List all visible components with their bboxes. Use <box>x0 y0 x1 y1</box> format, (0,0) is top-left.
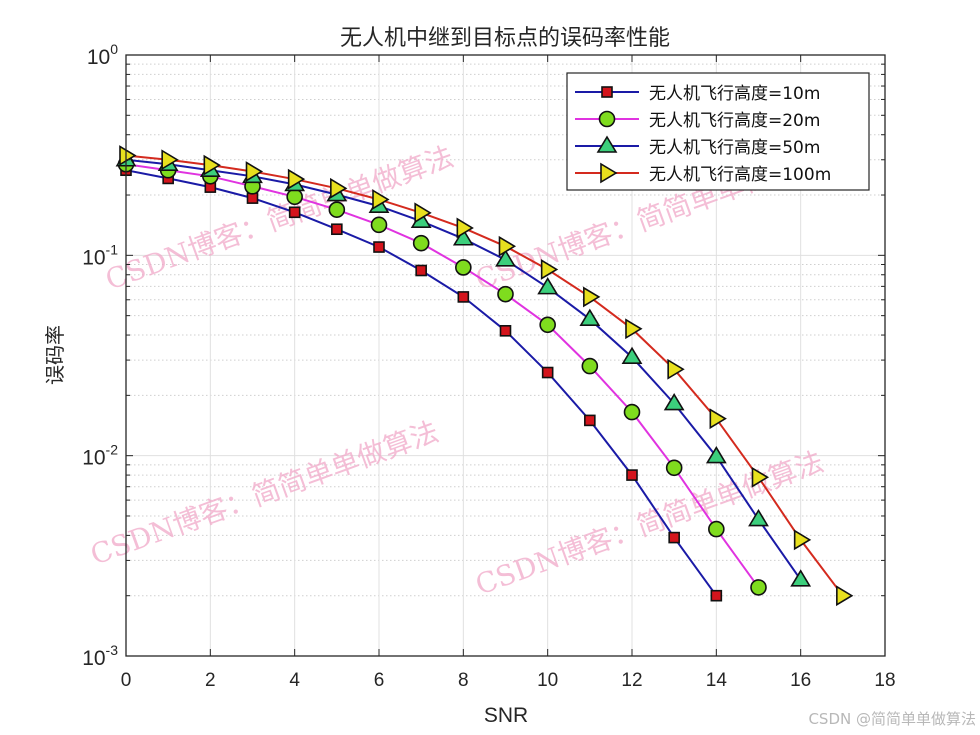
y-tick-label: 10-2 <box>82 442 118 470</box>
triangle-up-marker <box>452 228 474 246</box>
triangle-right-marker <box>203 154 221 176</box>
square-marker <box>415 264 427 277</box>
square-marker <box>584 414 596 427</box>
square-marker <box>288 206 301 219</box>
triangle-right-marker <box>245 161 264 182</box>
circle-marker <box>598 110 616 128</box>
circle-marker <box>539 316 556 334</box>
x-tick-label: 6 <box>374 670 385 691</box>
triangle-right-marker <box>498 235 517 257</box>
square-marker <box>710 589 723 602</box>
series-markers-3 <box>119 145 854 607</box>
x-tick-label: 2 <box>205 670 216 691</box>
circle-marker <box>497 285 514 303</box>
y-tick-label: 10-3 <box>82 642 118 670</box>
x-tick-label: 14 <box>706 670 728 691</box>
series-1 <box>125 163 760 588</box>
legend-label: 无人机飞行高度=100m <box>649 165 831 185</box>
circle-marker <box>665 459 683 477</box>
circle-marker <box>623 403 641 421</box>
square-marker <box>601 86 613 98</box>
square-marker <box>373 241 385 253</box>
triangle-right-marker <box>330 177 348 199</box>
legend-label: 无人机飞行高度=50m <box>649 138 820 158</box>
triangle-right-marker <box>667 358 685 380</box>
series-layer <box>115 145 854 607</box>
triangle-up-marker <box>748 508 769 527</box>
y-tick-label: 10-1 <box>82 241 118 269</box>
triangle-right-marker <box>372 189 390 210</box>
triangle-right-marker <box>456 217 474 239</box>
triangle-right-marker <box>836 585 854 607</box>
x-tick-label: 8 <box>458 670 469 691</box>
circle-marker <box>750 579 767 596</box>
triangle-up-marker <box>495 249 516 267</box>
triangle-up-marker <box>596 135 618 153</box>
y-tick-label: 100 <box>87 41 118 69</box>
circle-marker <box>370 216 388 234</box>
series-3 <box>125 154 844 597</box>
triangle-right-marker <box>161 149 179 171</box>
triangle-up-marker <box>537 277 559 295</box>
square-marker <box>499 325 512 337</box>
circle-marker <box>708 520 725 538</box>
y-tick-labels: 100 10-1 10-2 10-3 <box>82 41 118 670</box>
x-tick-label: 4 <box>289 670 300 691</box>
triangle-right-marker <box>287 168 306 190</box>
footer-credit: CSDN @简简单单做算法 <box>808 710 976 728</box>
triangle-right-marker <box>414 202 432 224</box>
x-tick-label: 10 <box>537 670 558 691</box>
circle-marker <box>581 357 599 375</box>
y-axis-label: 误码率 <box>43 325 67 385</box>
square-marker <box>541 366 554 379</box>
triangle-up-marker <box>705 445 727 464</box>
x-tick-labels: 0 2 4 6 8 10 12 14 16 18 <box>121 670 896 691</box>
legend-label: 无人机飞行高度=10m <box>649 84 820 104</box>
chart-title: 无人机中继到目标点的误码率性能 <box>340 26 670 51</box>
triangle-right-marker <box>600 162 618 184</box>
triangle-right-marker <box>793 529 812 551</box>
square-marker <box>668 531 680 544</box>
x-tick-label: 16 <box>790 670 811 691</box>
square-marker <box>626 469 638 481</box>
legend: 无人机飞行高度=10m 无人机飞行高度=20m 无人机飞行高度=50m 无人机飞行高度… <box>566 72 870 191</box>
legend-label: 无人机飞行高度=20m <box>649 111 820 131</box>
x-axis-label: SNR <box>484 704 528 727</box>
triangle-up-marker <box>790 569 812 587</box>
plot-area-frame <box>125 54 886 657</box>
x-tick-label: 12 <box>621 670 642 691</box>
series-line <box>125 154 844 597</box>
square-marker <box>457 291 470 303</box>
square-marker <box>331 223 343 236</box>
triangle-up-marker <box>663 393 685 411</box>
triangle-right-marker <box>751 466 770 488</box>
axis-ticks <box>125 54 886 657</box>
triangle-up-marker <box>579 308 601 326</box>
triangle-up-marker <box>621 346 643 365</box>
series-line <box>125 163 760 588</box>
x-tick-label: 0 <box>121 670 132 691</box>
triangle-right-marker <box>540 259 559 280</box>
triangle-right-marker <box>583 286 601 308</box>
circle-marker <box>455 259 472 276</box>
x-tick-label: 18 <box>874 670 895 691</box>
circle-marker <box>286 188 303 206</box>
circle-marker <box>412 234 430 252</box>
circle-marker <box>328 201 346 218</box>
triangle-right-marker <box>625 318 643 340</box>
triangle-right-marker <box>709 408 727 430</box>
